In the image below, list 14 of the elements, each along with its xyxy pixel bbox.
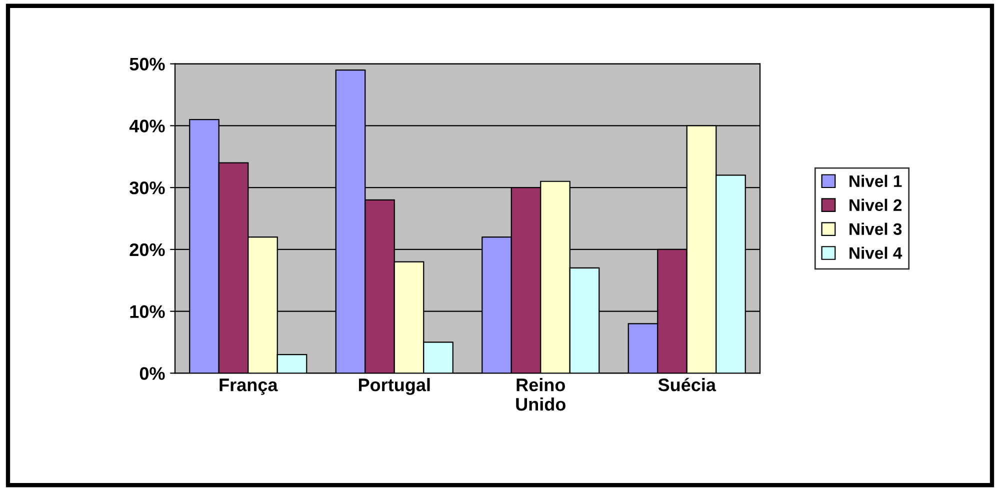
legend-label: Nivel 3 (850, 222, 902, 236)
y-tick-label: 20% (130, 243, 165, 256)
y-tick-label: 40% (129, 120, 165, 132)
x-tick-label: Reino Unido (516, 378, 566, 411)
legend-label: Nivel 2 (850, 198, 902, 212)
x-tick-label: França (220, 378, 278, 395)
y-tick-label: 10% (130, 305, 165, 318)
y-tick-label: 0% (140, 367, 165, 380)
y-tick-label: 50% (130, 58, 165, 71)
y-tick-label: 30% (130, 181, 165, 194)
x-tick-label: Portugal (358, 378, 430, 395)
legend-label: Nivel 1 (850, 174, 902, 188)
x-tick-label: Suécia (658, 378, 716, 392)
legend-label: Nivel 4 (850, 246, 902, 259)
